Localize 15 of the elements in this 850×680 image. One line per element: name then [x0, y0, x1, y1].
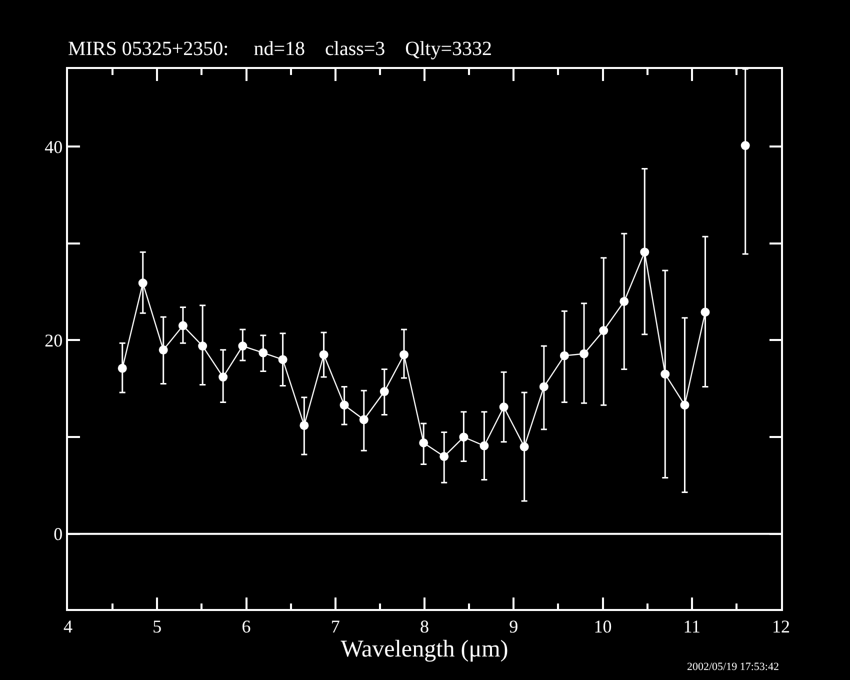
- x-tick-label: 9: [509, 616, 518, 636]
- chart-title: MIRS 05325+2350: nd=18 class=3 Qlty=3332: [68, 38, 492, 60]
- x-tick-label: 10: [594, 616, 612, 636]
- x-tick-label: 4: [64, 616, 72, 636]
- x-tick-label: 6: [242, 616, 251, 636]
- x-tick-label: 8: [420, 616, 429, 636]
- x-tick-label: 11: [683, 616, 701, 636]
- x-tick-label: 12: [772, 616, 790, 636]
- text: 2002/05/19 17:53:42: [687, 661, 779, 673]
- y-tick-label: 40: [44, 136, 63, 157]
- y-tick-label: 20: [44, 330, 63, 351]
- x-tick-label: 7: [330, 616, 340, 636]
- y-tick-label: 0: [54, 524, 63, 544]
- x-axis-title: Wavelength (μm): [340, 636, 508, 662]
- x-tick-label: 5: [152, 616, 162, 636]
